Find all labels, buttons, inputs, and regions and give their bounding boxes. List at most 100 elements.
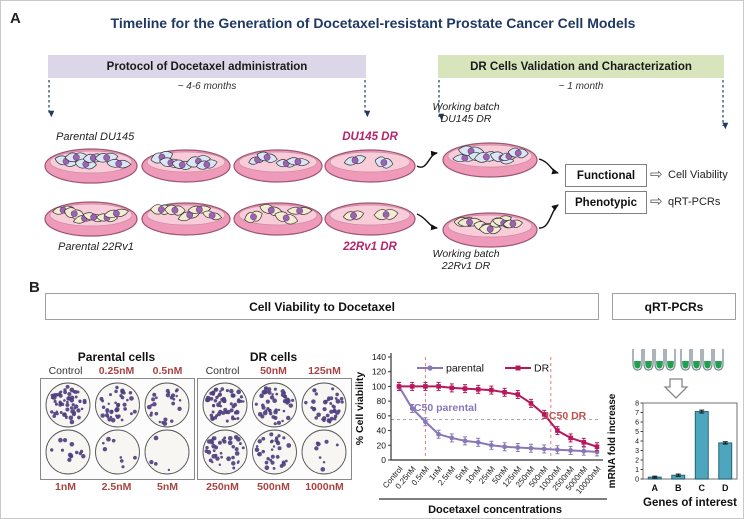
- qrtpcr-result: qRT-PCRs: [668, 196, 721, 208]
- colony-well: [144, 429, 190, 475]
- colony-well: [202, 429, 248, 475]
- cell-viability-header: Cell Viability to Docetaxel: [45, 293, 599, 320]
- colony-well: [252, 429, 297, 475]
- conc-control: Control: [48, 365, 83, 377]
- svg-text:120: 120: [372, 367, 386, 377]
- qrtpcr-bar-chart: 0 1 2 3 4 5 6 7 8 A B C D Genes of interest mRNA fold …: [607, 349, 738, 509]
- working-batch-du145-line2: DU145 DR: [440, 113, 492, 125]
- dr-top-concentrations: Control 50nM 125nM: [197, 365, 350, 377]
- timeline-graphics: [44, 80, 729, 248]
- working-batch-22rv1-line2: 22Rv1 DR: [441, 260, 491, 272]
- hollow-down-arrow-icon: [663, 378, 689, 399]
- arrow-workingbatch-22rv1-to-tests: [538, 204, 559, 229]
- figure-title: Timeline for the Generation of Docetaxel…: [110, 15, 636, 31]
- legend: parental DR: [417, 363, 550, 375]
- flow-arrows: [416, 150, 559, 231]
- svg-text:100: 100: [372, 381, 386, 391]
- panel-a-label: A: [10, 10, 21, 27]
- arrow-22rv1dr-to-workingbatch: [416, 213, 438, 231]
- conc-5nM: 5nM: [157, 481, 178, 493]
- colony-well: [95, 429, 140, 475]
- svg-text:DR: DR: [534, 363, 550, 375]
- svg-text:B: B: [675, 483, 682, 493]
- colony-well: [45, 382, 91, 428]
- dr-assay-title: DR cells: [249, 350, 298, 364]
- petri-dish: [442, 142, 538, 178]
- qrtpcr-header-label: qRT-PCRs: [644, 299, 704, 314]
- conc-250nM: 250nM: [206, 481, 239, 493]
- svg-text:5: 5: [635, 429, 639, 436]
- petri-dishes: [44, 142, 538, 248]
- colony-well: [202, 382, 248, 428]
- conc-1nM: 1nM: [55, 481, 76, 493]
- petri-dish: [141, 202, 231, 236]
- line-chart-ylabel: % Cell viability: [354, 372, 366, 446]
- phenotypic-arrow-icon: ⇨: [650, 193, 663, 210]
- conc-50nM: 50nM: [260, 365, 287, 377]
- series-parental: [396, 381, 600, 457]
- conc-500nM: 500nM: [257, 481, 290, 493]
- functional-box: Functional: [565, 164, 647, 187]
- protocol-bar-label: Protocol of Docetaxel administration: [106, 60, 308, 73]
- svg-text:1: 1: [635, 467, 639, 474]
- svg-text:140: 140: [372, 352, 386, 362]
- ic50-dr-annotation: IC50 DR: [546, 410, 587, 422]
- cell-viability-result: Cell Viability: [668, 169, 728, 181]
- svg-text:6: 6: [635, 420, 639, 427]
- svg-text:A: A: [652, 483, 659, 493]
- svg-text:40: 40: [377, 426, 387, 436]
- phenotypic-box-label: Phenotypic: [575, 196, 637, 209]
- bar-chart-xlabel: Genes of interest: [643, 497, 737, 509]
- svg-text:60: 60: [377, 411, 387, 421]
- bar-A: [647, 475, 662, 480]
- validation-bar: DR Cells Validation and Characterization: [438, 55, 724, 78]
- colony-well: [45, 429, 91, 475]
- protocol-duration: ~ 4-6 months: [177, 81, 237, 92]
- timeline-dashed-arrows: [48, 80, 729, 130]
- conc-1000nM: 1000nM: [305, 481, 344, 493]
- bar-chart-ylabel: mRNA fold increase: [607, 393, 618, 488]
- colony-well: [252, 382, 297, 428]
- qrtpcr-header: qRT-PCRs: [612, 293, 736, 320]
- arrow-du145dr-to-workingbatch: [416, 150, 438, 168]
- svg-text:D: D: [722, 483, 729, 493]
- svg-text:0: 0: [381, 455, 386, 465]
- validation-bar-label: DR Cells Validation and Characterization: [470, 60, 692, 73]
- functional-box-label: Functional: [576, 169, 636, 182]
- petri-dish: [233, 202, 323, 236]
- viability-line-chart: 0 20 40 60 80 100 120 140 parental DR IC50 parenta…: [354, 352, 607, 516]
- svg-text:7: 7: [635, 410, 639, 417]
- parental-du145-label: Parental DU145: [56, 131, 135, 143]
- phenotypic-box: Phenotypic: [565, 191, 647, 214]
- svg-text:parental: parental: [446, 363, 484, 375]
- working-batch-du145-label: Working batch DU145 DR: [416, 101, 516, 125]
- validation-duration: ~ 1 month: [558, 81, 604, 92]
- svg-text:C: C: [699, 483, 706, 493]
- conc-0_25nM: 0.25nM: [98, 365, 135, 377]
- parental-bottom-concentrations: 1nM 2.5nM 5nM: [40, 481, 193, 493]
- working-batch-du145-line1: Working batch: [432, 101, 500, 113]
- dr-bottom-concentrations: 250nM 500nM 1000nM: [197, 481, 350, 493]
- conc-2_5nM: 2.5nM: [101, 481, 132, 493]
- svg-text:3: 3: [635, 448, 639, 455]
- svg-text:0: 0: [635, 477, 639, 484]
- colony-well: [95, 382, 140, 428]
- colony-well: [301, 382, 347, 428]
- dr-colony-assay: [197, 378, 352, 480]
- svg-text:80: 80: [377, 396, 387, 406]
- parental-22rv1-label: Parental 22Rv1: [58, 241, 134, 253]
- conc-control-dr: Control: [205, 365, 240, 377]
- svg-text:2: 2: [635, 458, 639, 465]
- series-DR: [396, 381, 600, 452]
- colony-well: [144, 382, 190, 428]
- parental-colony-assay: [40, 378, 195, 480]
- parental-top-concentrations: Control 0.25nM 0.5nM: [40, 365, 193, 377]
- bar-D: [718, 441, 733, 480]
- arrow-workingbatch-du145-to-tests: [538, 158, 559, 175]
- line-chart-xlabel: Docetaxel concentrations: [428, 504, 562, 516]
- svg-text:8: 8: [635, 401, 639, 408]
- working-batch-22rv1-line1: Working batch: [432, 248, 500, 260]
- petri-dish: [44, 201, 138, 237]
- cell-viability-header-label: Cell Viability to Docetaxel: [249, 299, 395, 314]
- petri-dish: [233, 149, 323, 183]
